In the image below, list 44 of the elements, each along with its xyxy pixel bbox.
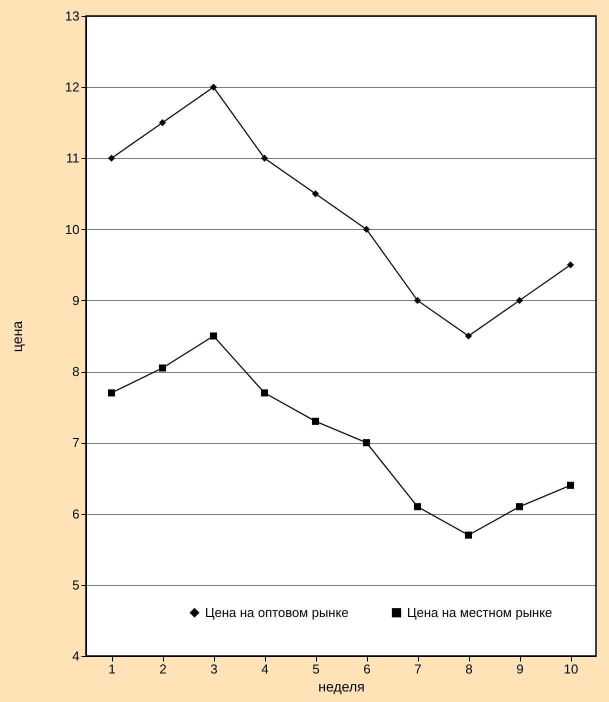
- point: [210, 332, 218, 340]
- point: [158, 119, 166, 126]
- legend-label: Цена на местном рынке: [407, 604, 552, 620]
- y-tick-label: 4: [72, 648, 80, 664]
- point: [108, 389, 116, 396]
- x-tick-label: 9: [516, 662, 524, 676]
- point: [260, 389, 268, 396]
- point: [312, 418, 320, 425]
- point: [210, 84, 218, 91]
- point: [414, 296, 422, 304]
- y-tick-label: 10: [65, 222, 80, 237]
- y-tick-label: 13: [65, 8, 80, 24]
- point: [260, 154, 268, 162]
- point: [464, 332, 472, 340]
- y-tick-label: 7: [72, 435, 80, 450]
- point: [516, 296, 524, 304]
- point: [312, 190, 320, 198]
- point: [108, 154, 116, 162]
- x-axis-title: неделя: [318, 678, 365, 694]
- x-tick-label: 2: [159, 662, 167, 676]
- x-tick-label: 1: [108, 662, 116, 676]
- y-tick-label: 12: [65, 80, 80, 95]
- point: [362, 439, 370, 446]
- point: [362, 226, 370, 233]
- y-axis-title: цена: [9, 320, 26, 352]
- y-tick-label: 9: [72, 292, 80, 308]
- legend-label: Цена на оптовом рынке: [205, 604, 349, 620]
- point: [414, 503, 422, 510]
- y-tick-label: 11: [66, 150, 80, 166]
- x-tick-label: 5: [312, 662, 320, 676]
- point: [516, 503, 524, 510]
- x-tick-label: 8: [465, 662, 473, 676]
- x-tick-label: 3: [210, 662, 218, 676]
- x-tick-label: 10: [564, 662, 578, 676]
- x-tick-label: 7: [414, 662, 422, 676]
- point: [158, 364, 166, 372]
- point: [566, 482, 574, 489]
- point: [464, 532, 472, 539]
- y-tick-label: 6: [72, 506, 80, 522]
- x-tick-label: 6: [363, 662, 371, 676]
- x-tick-label: 4: [261, 662, 269, 676]
- y-tick-label: 8: [72, 364, 80, 380]
- point: [566, 261, 574, 268]
- y-tick-label: 5: [72, 577, 80, 592]
